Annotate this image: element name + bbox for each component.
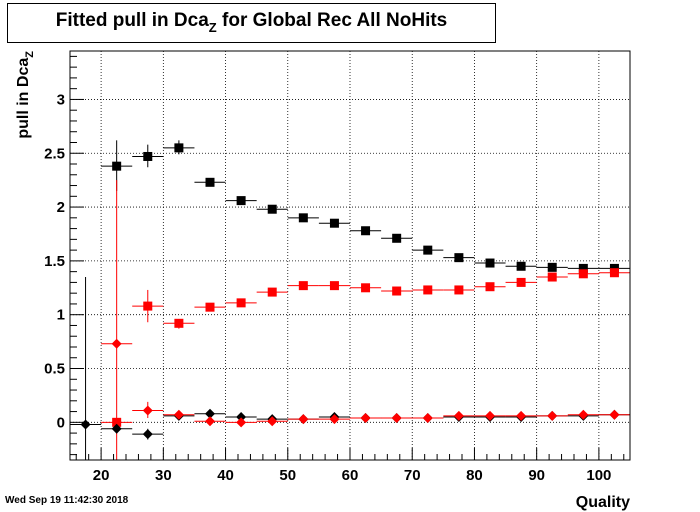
data-point-diamond: [453, 410, 464, 421]
x-tick-label: 40: [217, 467, 234, 484]
series-1: [101, 140, 630, 273]
y-tick-label: 2: [57, 199, 65, 216]
data-point-square: [578, 263, 588, 273]
data-point-diamond: [205, 416, 215, 427]
timestamp: Wed Sep 19 11:42:30 2018: [5, 495, 129, 506]
data-point-diamond: [360, 413, 371, 424]
grid-lines: [70, 51, 630, 460]
data-point-square: [423, 285, 433, 295]
data-point-diamond: [485, 410, 495, 421]
data-point-square: [112, 161, 122, 171]
data-point-square: [423, 245, 433, 255]
chart-title-subscript: Z: [208, 20, 217, 35]
data-point-square: [485, 258, 495, 268]
data-point-square: [143, 151, 153, 161]
data-point-square: [329, 218, 339, 228]
data-point-diamond: [422, 413, 433, 424]
data-point-square: [112, 417, 122, 427]
data-point-diamond: [205, 408, 215, 419]
data-point-square: [547, 262, 557, 272]
data-point-diamond: [267, 416, 278, 427]
data-point-diamond: [547, 410, 558, 421]
data-point-square: [516, 261, 526, 271]
data-point-square: [329, 281, 339, 291]
data-point-square: [454, 253, 464, 263]
data-point-diamond: [609, 409, 620, 420]
data-point-square: [236, 196, 246, 206]
x-tick-label: 70: [404, 467, 421, 484]
data-point-square: [205, 177, 215, 187]
data-marks: [70, 140, 630, 460]
y-tick-label: 1: [57, 307, 65, 324]
data-point-square: [298, 213, 308, 223]
data-point-square: [298, 281, 308, 291]
data-point-square: [516, 277, 526, 287]
data-point-square: [392, 286, 402, 296]
data-point-diamond: [173, 409, 184, 420]
y-tick-label: 2.5: [44, 145, 65, 162]
data-point-square: [205, 302, 215, 312]
data-point-square: [485, 282, 495, 292]
y-tick-label: 3: [57, 91, 65, 108]
y-tick-label: 1.5: [44, 253, 65, 270]
data-point-diamond: [516, 410, 527, 421]
chart-title-rest: for Global Rec All NoHits: [216, 10, 448, 31]
data-point-square: [547, 272, 557, 282]
data-point-diamond: [142, 405, 153, 416]
x-tick-label: 90: [528, 467, 545, 484]
plot-frame: [69, 50, 631, 461]
y-axis-label: pull in DcaZ: [15, 51, 36, 139]
data-point-diamond: [236, 417, 247, 428]
x-axis-label: Quality: [576, 494, 630, 511]
chart-title: Fitted pull in DcaZ for Global Rec All N…: [7, 3, 496, 43]
data-point-square: [392, 233, 402, 243]
data-point-diamond: [329, 414, 340, 425]
x-tick-label: 60: [342, 467, 359, 484]
data-point-square: [361, 283, 371, 293]
data-point-square: [609, 268, 619, 278]
x-tick-label: 80: [466, 467, 483, 484]
series-4: [101, 338, 630, 428]
data-point-square: [236, 298, 246, 308]
data-point-square: [174, 143, 184, 153]
data-point-diamond: [111, 338, 122, 349]
data-point-diamond: [391, 413, 402, 424]
data-point-diamond: [236, 411, 247, 422]
data-point-square: [267, 287, 277, 297]
data-point-diamond: [80, 419, 91, 430]
chart-title-main: Fitted pull in Dca: [55, 10, 209, 31]
axes: 20 30 40 50 60 70 80 90 100 0 0.5 1 1.5 2 2.5 3: [44, 55, 625, 484]
y-tick-label: 0: [57, 414, 65, 431]
data-point-square: [143, 301, 153, 311]
x-tick-label: 20: [93, 467, 110, 484]
y-tick-label: 0.5: [44, 361, 65, 378]
x-tick-label: 50: [279, 467, 296, 484]
data-point-square: [578, 269, 588, 279]
data-point-diamond: [298, 414, 309, 425]
series-2: [101, 180, 630, 460]
x-tick-label: 30: [155, 467, 172, 484]
y-axis-label-subscript: Z: [24, 51, 36, 58]
data-point-square: [361, 226, 371, 236]
data-point-diamond: [142, 429, 153, 440]
data-point-square: [267, 204, 277, 214]
y-axis-label-main: pull in Dca: [15, 58, 32, 139]
data-point-diamond: [578, 409, 589, 420]
data-point-diamond: [111, 423, 122, 434]
data-point-square: [454, 285, 464, 295]
data-point-square: [174, 318, 184, 328]
x-tick-label: 100: [586, 467, 611, 484]
